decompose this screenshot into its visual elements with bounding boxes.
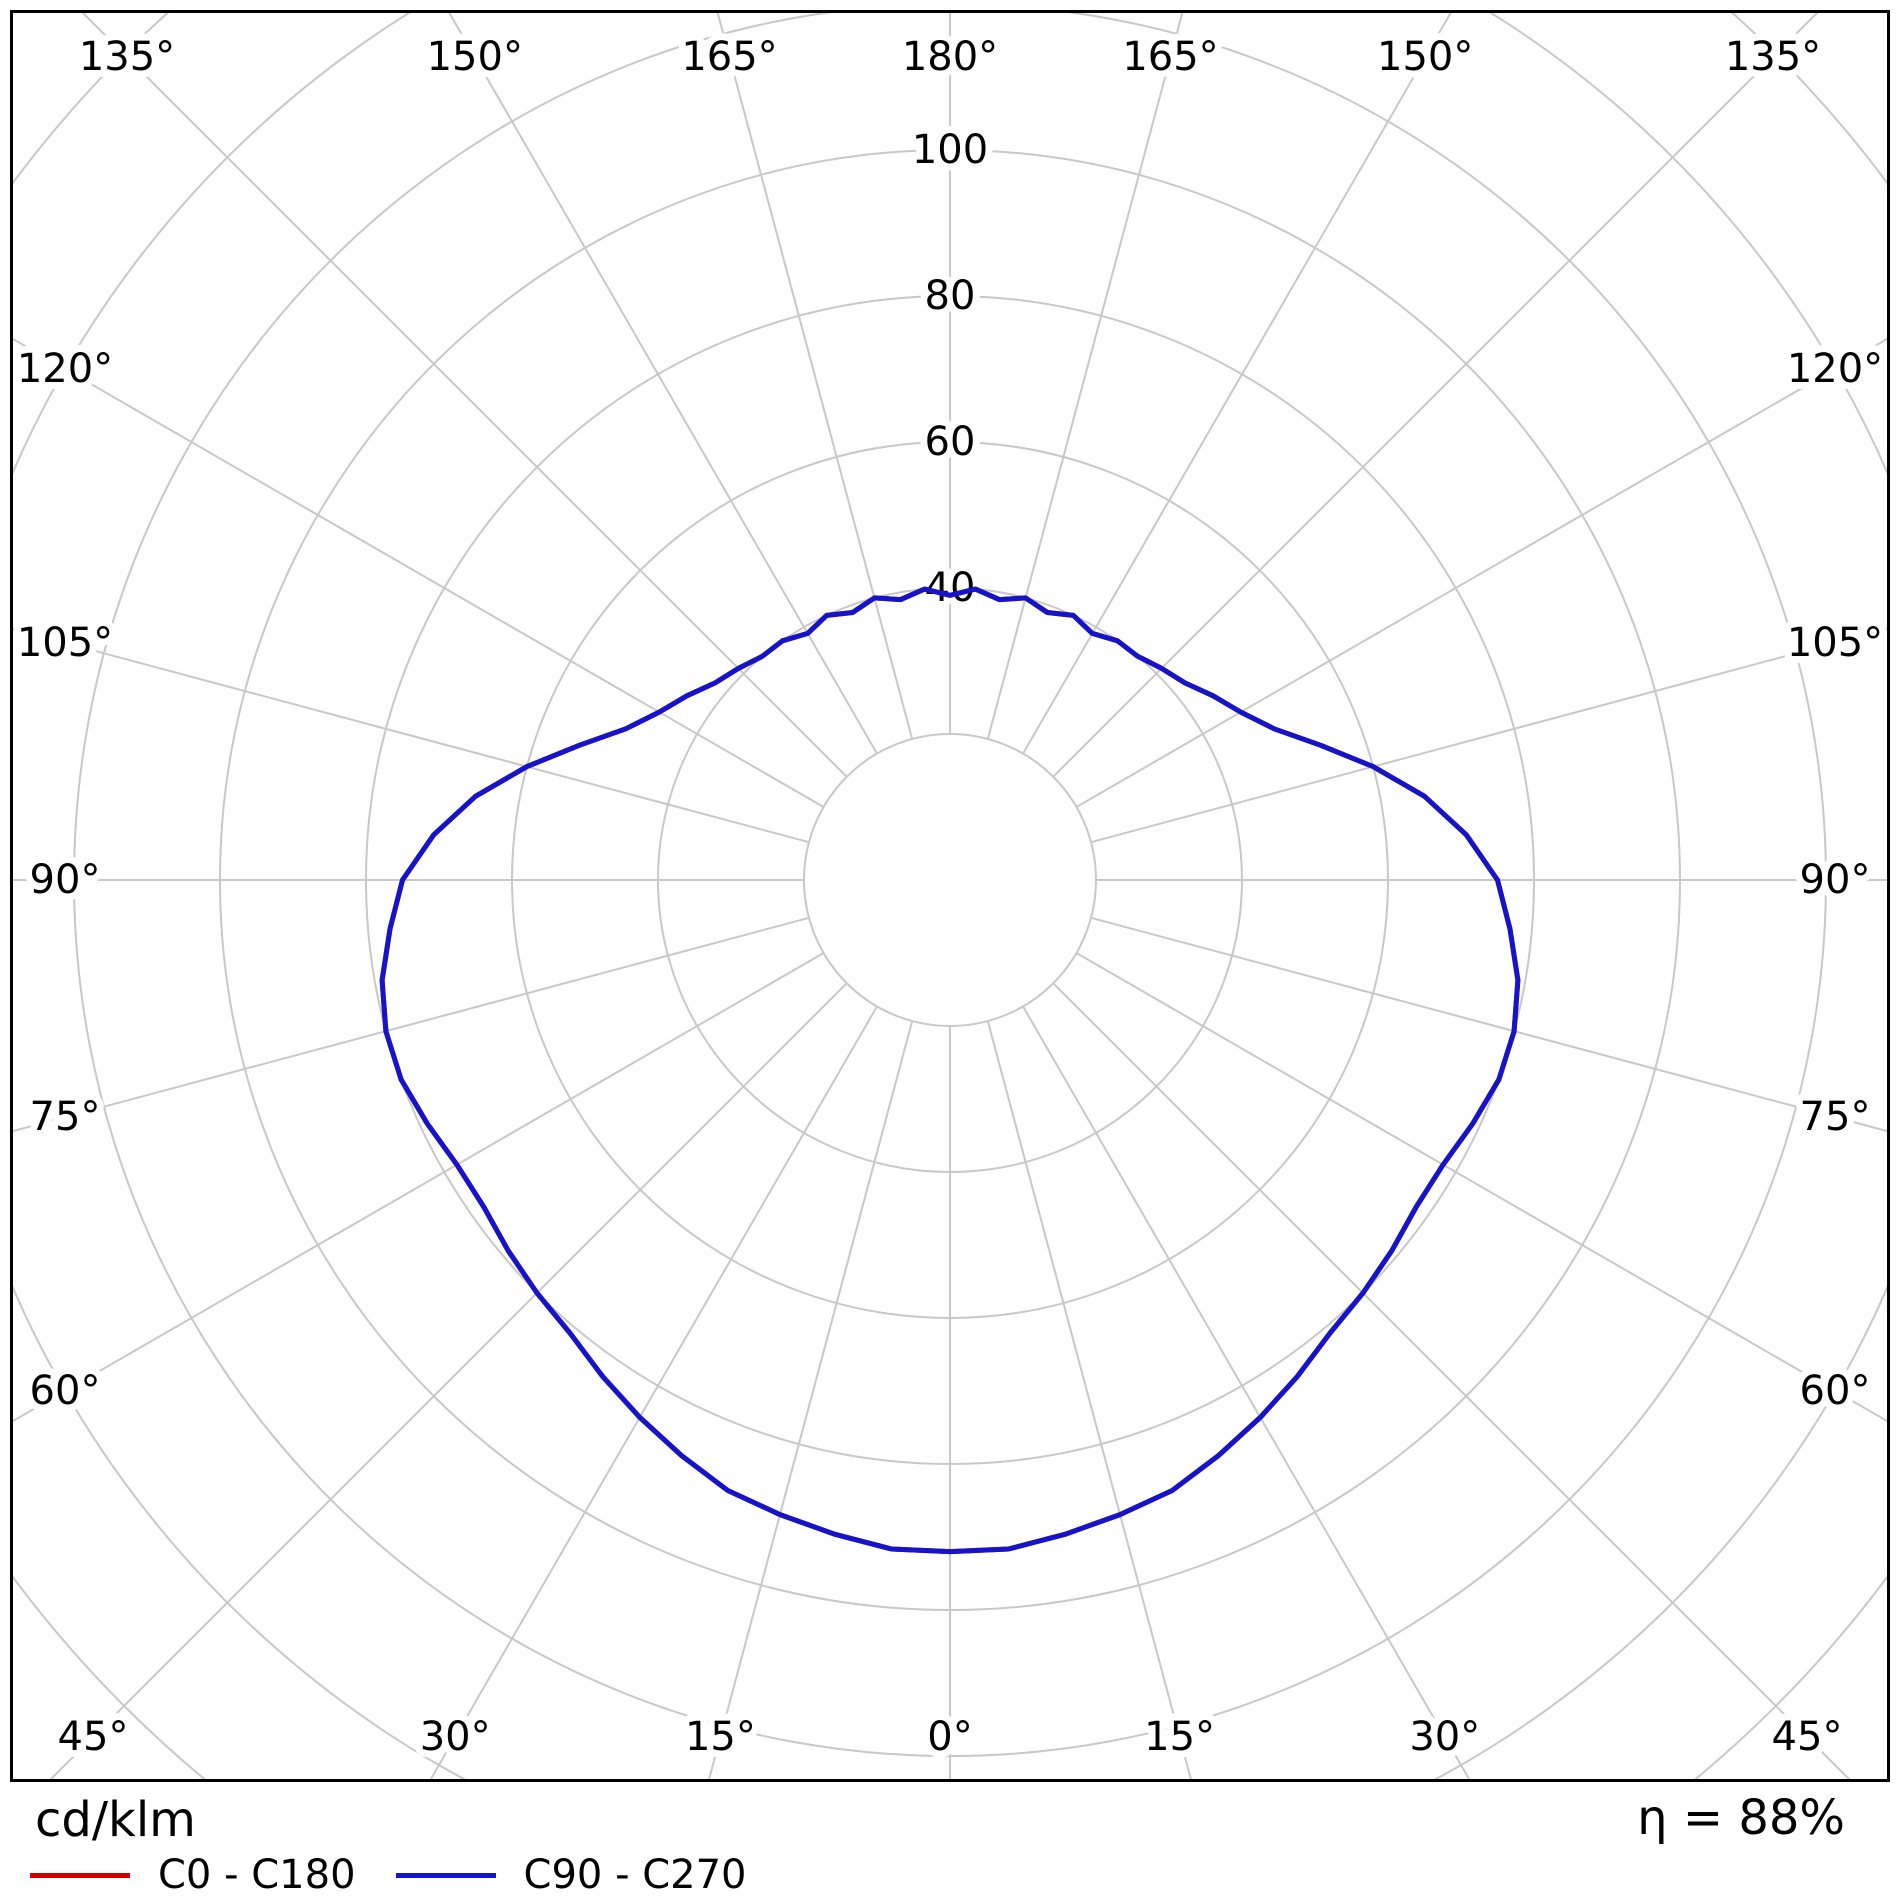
grid-spoke [13, 627, 810, 844]
angle-label: 15° [685, 1714, 756, 1760]
legend-label: C90 - C270 [523, 1852, 747, 1898]
radial-tick-label: 60 [925, 419, 976, 465]
angle-label: 0° [927, 1714, 972, 1760]
grid-spoke [1022, 13, 1452, 755]
angle-label: 30° [420, 1714, 491, 1760]
legend-item: C90 - C270 [395, 1852, 747, 1898]
legend: C0 - C180 C90 - C270 [30, 1852, 747, 1898]
angle-label: 45° [1772, 1714, 1843, 1760]
angle-label: 60° [1800, 1368, 1871, 1414]
efficiency-label: η = 88% [1637, 1790, 1845, 1846]
angle-label: 135° [79, 34, 175, 80]
legend-item: C0 - C180 [30, 1852, 356, 1898]
angle-label: 75° [30, 1094, 101, 1140]
angle-label: 75° [1800, 1094, 1871, 1140]
grid-ring [803, 733, 1097, 1027]
legend-label: C0 - C180 [158, 1852, 356, 1898]
grid-spoke [716, 13, 914, 740]
legend-swatch-c90-c270 [395, 1872, 496, 1878]
angle-label: 150° [427, 34, 523, 80]
radial-tick-label: 40 [925, 565, 976, 611]
angle-label: 165° [681, 34, 777, 80]
grid-spoke [13, 337, 825, 808]
polar-chart-svg: 0° 15° 15° 30° 30° 45° 45° 60° 60° 75° 75° 90° 90° 10… [13, 13, 1887, 1779]
angle-label: 105° [1787, 620, 1883, 666]
angle-label: 60° [30, 1368, 101, 1414]
grid-spoke [986, 1020, 1192, 1779]
angle-label: 15° [1144, 1714, 1215, 1760]
angle-label: 135° [1725, 34, 1821, 80]
grid-spoke [1090, 627, 1887, 844]
grid-spoke [986, 13, 1184, 740]
legend-swatch-c0-c180 [30, 1872, 130, 1878]
grid-spoke [1075, 337, 1887, 808]
angle-label: 30° [1409, 1714, 1480, 1760]
radial-tick-label: 100 [912, 127, 988, 173]
angle-label: 90° [30, 857, 101, 903]
polar-plot-frame: 0° 15° 15° 30° 30° 45° 45° 60° 60° 75° 75° 90° 90° 10… [10, 10, 1890, 1782]
grid-spoke [1090, 916, 1887, 1133]
grid-spoke [49, 982, 848, 1779]
angle-label: 180° [902, 34, 998, 80]
grid-spoke [708, 1020, 914, 1779]
angle-label: 120° [17, 346, 113, 392]
grid-spoke [1022, 1005, 1471, 1779]
angle-label: 90° [1800, 857, 1871, 903]
grid-spoke [81, 13, 848, 778]
grid-spoke [13, 916, 810, 1133]
grid-spoke [448, 13, 878, 755]
angle-label: 45° [58, 1714, 129, 1760]
series-path-c90-c270 [379, 586, 1521, 1555]
angle-label: 165° [1122, 34, 1218, 80]
radial-tick-label: 80 [925, 273, 976, 319]
grid-spoke [13, 952, 825, 1423]
units-label: cd/klm [35, 1792, 196, 1848]
angle-label: 105° [17, 620, 113, 666]
grid-spoke [1075, 952, 1887, 1423]
angle-label: 150° [1377, 34, 1473, 80]
grid-spoke [1052, 982, 1851, 1779]
angle-label: 120° [1787, 346, 1883, 392]
grid-spoke [429, 1005, 878, 1779]
grid-spoke [1052, 13, 1819, 778]
